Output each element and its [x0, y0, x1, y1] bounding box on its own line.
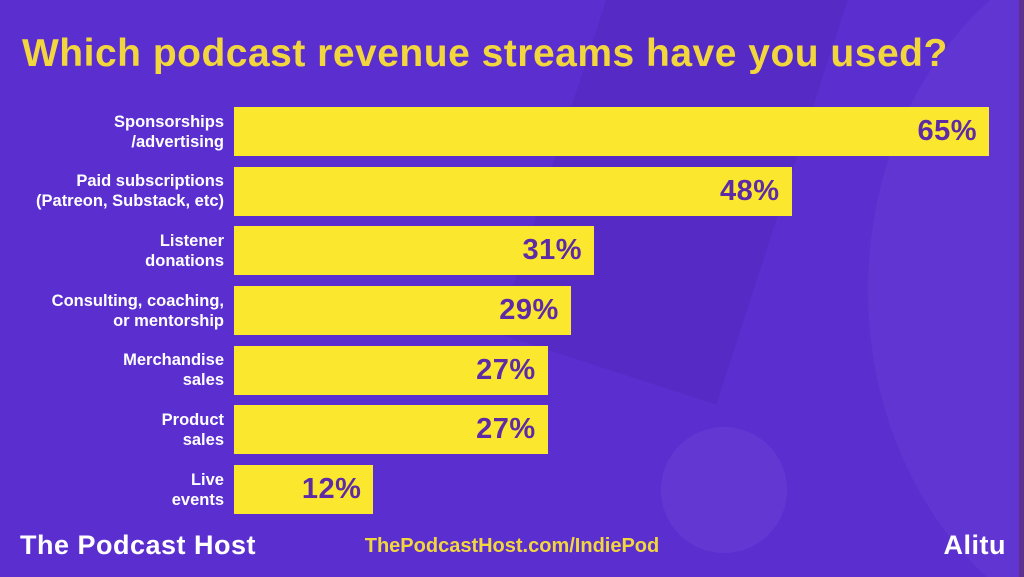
bar-value-label: 27%	[476, 413, 536, 446]
bar: 27%	[234, 405, 548, 455]
category-label: Product sales	[161, 410, 224, 449]
bar: 48%	[234, 166, 792, 216]
bar-value-label: 12%	[301, 473, 362, 506]
bar: 31%	[234, 226, 595, 276]
category-label: Sponsorships/advertising	[113, 112, 224, 151]
bar: 65%	[234, 107, 989, 156]
background-circle-small	[661, 427, 787, 553]
background-edge-strip	[1019, 0, 1024, 577]
footer-brand-logo: The Podcast Host	[20, 530, 257, 560]
bar-row: Paid subscriptions (Patreon, Substack, et…	[0, 166, 1024, 216]
bar-track: 29%	[234, 286, 989, 336]
bar: 27%	[234, 345, 548, 395]
category-label: Consulting, coaching, or mentorship	[51, 291, 224, 330]
bar-row: Listener donations 31%	[0, 226, 1024, 276]
bar-row: Consulting, coaching, or mentorship 29%	[0, 286, 1024, 336]
bar-chart: Sponsorships/advertising 65% Paid subscrip…	[0, 107, 1024, 515]
bar-value-label: 27%	[476, 353, 536, 386]
bar-track: 27%	[234, 405, 989, 455]
bar: 29%	[234, 286, 571, 336]
category-label: Listener donations	[145, 231, 224, 270]
footer-url: ThePodcastHost.com/IndiePod	[364, 535, 660, 557]
bar: 12%	[234, 465, 374, 515]
bar-value-label: 65%	[917, 115, 977, 147]
category-label: Live events	[171, 470, 224, 509]
bar-track: 65%	[234, 107, 989, 156]
bar-value-label: 48%	[719, 174, 780, 207]
bar-track: 12%	[234, 465, 989, 515]
bar-row: Product sales 27%	[0, 405, 1024, 455]
bar-row: Sponsorships/advertising 65%	[0, 107, 1024, 156]
bar-row: Merchandise sales 27%	[0, 345, 1024, 395]
page-title: Which podcast revenue streams have you u…	[22, 32, 948, 75]
bar-row: Live events 12%	[0, 465, 1024, 515]
bar-track: 31%	[234, 226, 989, 276]
bar-track: 48%	[234, 166, 989, 216]
category-label: Merchandise sales	[123, 351, 224, 390]
bar-track: 27%	[234, 345, 989, 395]
bar-value-label: 29%	[499, 294, 559, 327]
footer-partner-logo: Alitu	[943, 530, 1006, 560]
category-label: Paid subscriptions (Patreon, Substack, et…	[36, 172, 224, 211]
bar-value-label: 31%	[522, 234, 583, 267]
